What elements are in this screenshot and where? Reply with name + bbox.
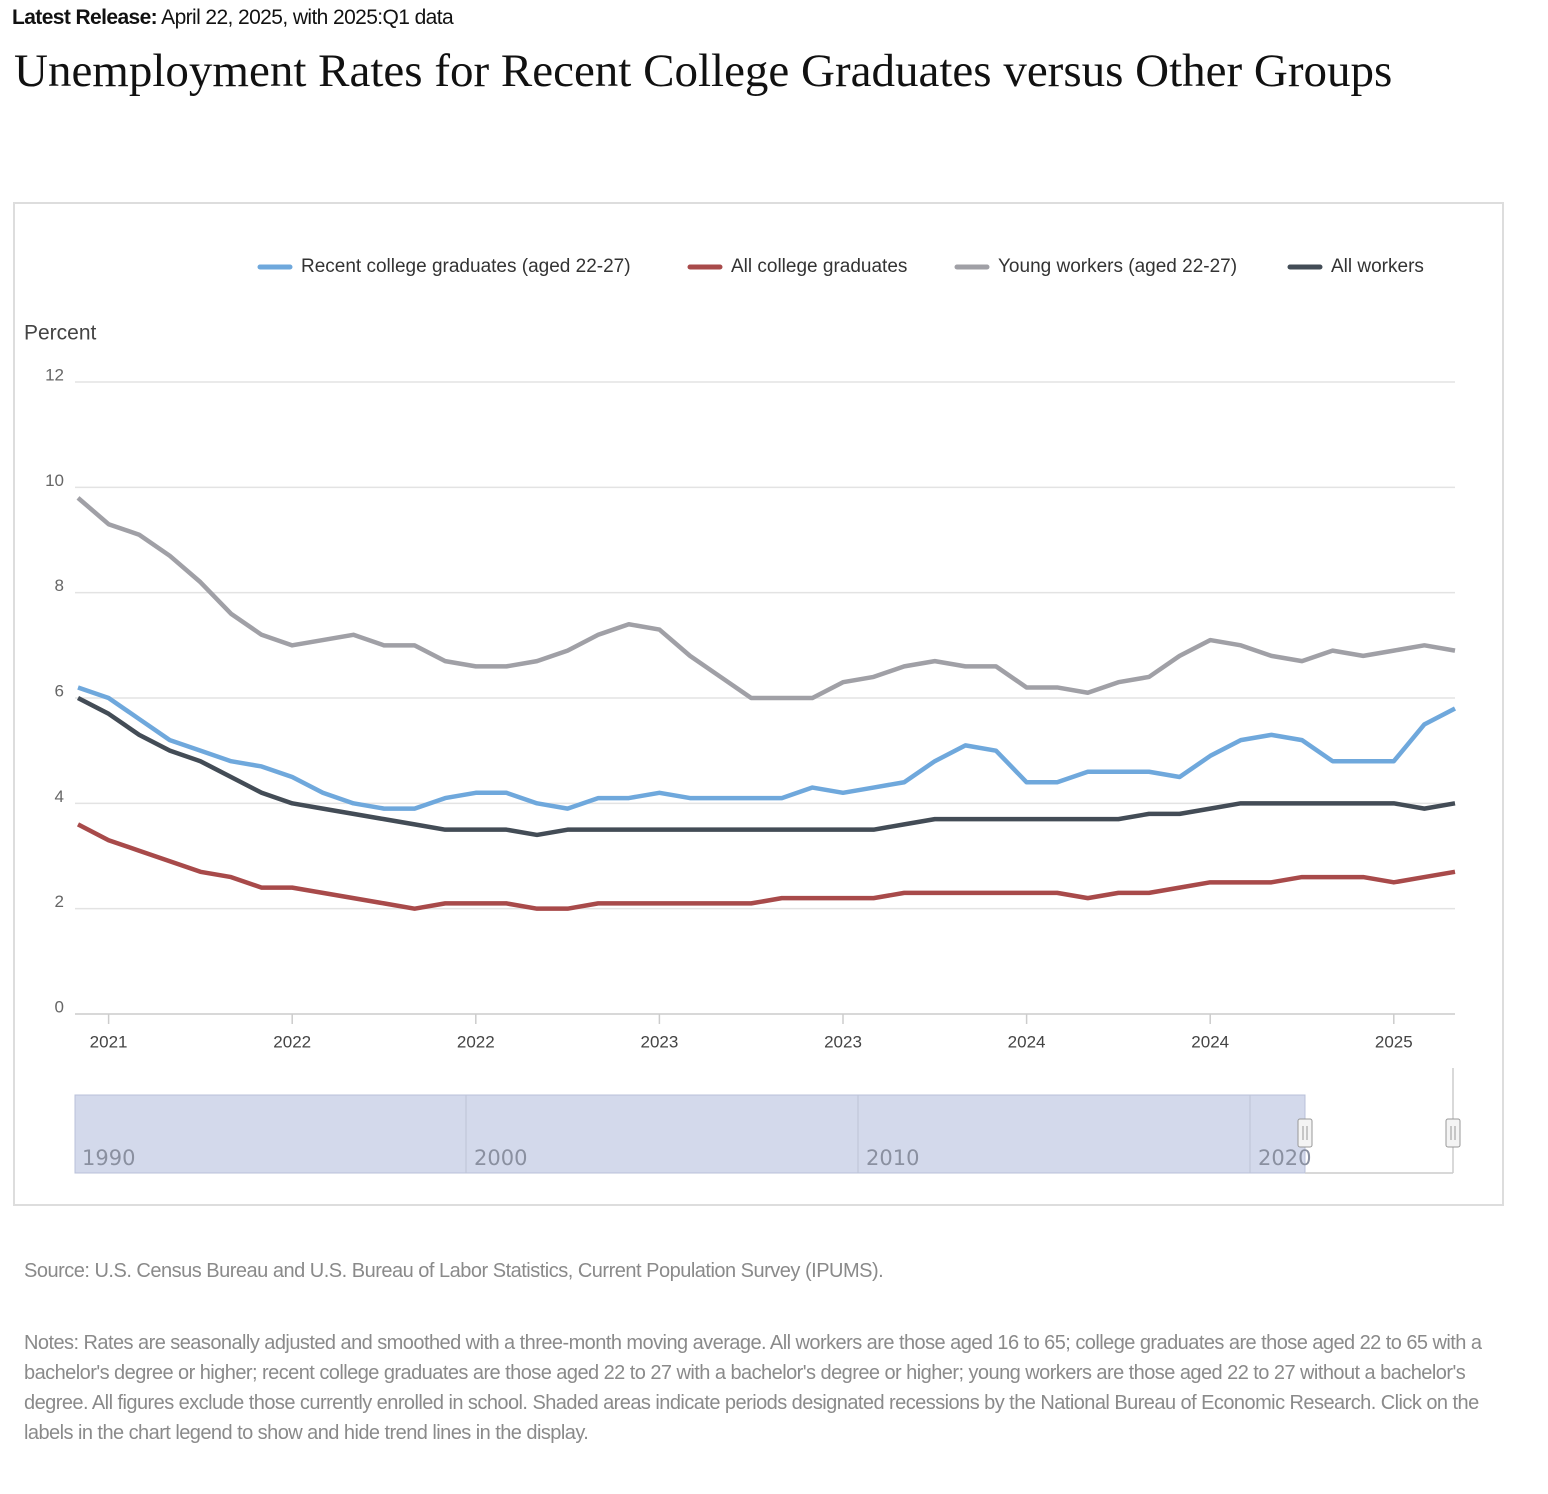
chart-frame — [13, 202, 1504, 1206]
x-tick-label: 2025 — [1375, 1032, 1413, 1051]
legend-label[interactable]: All workers — [1331, 256, 1424, 277]
legend-label[interactable]: All college graduates — [731, 256, 907, 277]
y-tick-label: 6 — [55, 681, 64, 700]
y-axis-label: Percent — [24, 322, 97, 345]
series-line — [76, 822, 1456, 911]
navigator-label: 2010 — [866, 1146, 919, 1170]
navigator-label: 1990 — [82, 1146, 135, 1170]
x-tick-label: 2022 — [457, 1032, 495, 1051]
y-tick-label: 10 — [45, 471, 64, 490]
release-label: Latest Release: — [12, 6, 158, 29]
navigator-handle[interactable] — [1297, 1118, 1313, 1148]
chart-title: Unemployment Rates for Recent College Gr… — [14, 45, 1393, 97]
release: Latest Release: April 22, 2025, with 202… — [12, 6, 454, 30]
x-tick-label: 2023 — [824, 1032, 862, 1051]
x-tick-label: 2024 — [1191, 1032, 1229, 1051]
source: Source: U.S. Census Bureau and U.S. Bure… — [24, 1260, 884, 1282]
series-line — [77, 685, 1457, 811]
series-line — [76, 496, 1456, 701]
y-tick-label: 0 — [55, 997, 64, 1016]
y-tick-label: 8 — [55, 576, 64, 595]
y-tick-label: 12 — [45, 365, 64, 384]
navigator-handle[interactable] — [1445, 1118, 1461, 1148]
release-text: April 22, 2025, with 2025:Q1 data — [161, 6, 454, 29]
navigator-label: 2000 — [474, 1146, 527, 1170]
x-tick-label: 2021 — [90, 1032, 128, 1051]
x-tick-label: 2023 — [640, 1032, 678, 1051]
navigator-window — [74, 1094, 1306, 1174]
legend-label[interactable]: Young workers (aged 22-27) — [998, 256, 1237, 277]
series-line — [76, 696, 1456, 838]
chart: Percent 0 2 4 6 8 10 12 2021 2022 2022 2023 2023 202… — [13, 202, 1504, 1206]
x-tick-label: 2024 — [1008, 1032, 1046, 1051]
y-tick-label: 2 — [55, 892, 64, 911]
navigator-label: 2020 — [1258, 1146, 1311, 1170]
legend-label[interactable]: Recent college graduates (aged 22-27) — [301, 256, 631, 277]
notes: Notes: Rates are seasonally adjusted and… — [24, 1332, 1482, 1444]
y-tick-label: 4 — [55, 787, 64, 806]
x-tick-label: 2022 — [273, 1032, 311, 1051]
